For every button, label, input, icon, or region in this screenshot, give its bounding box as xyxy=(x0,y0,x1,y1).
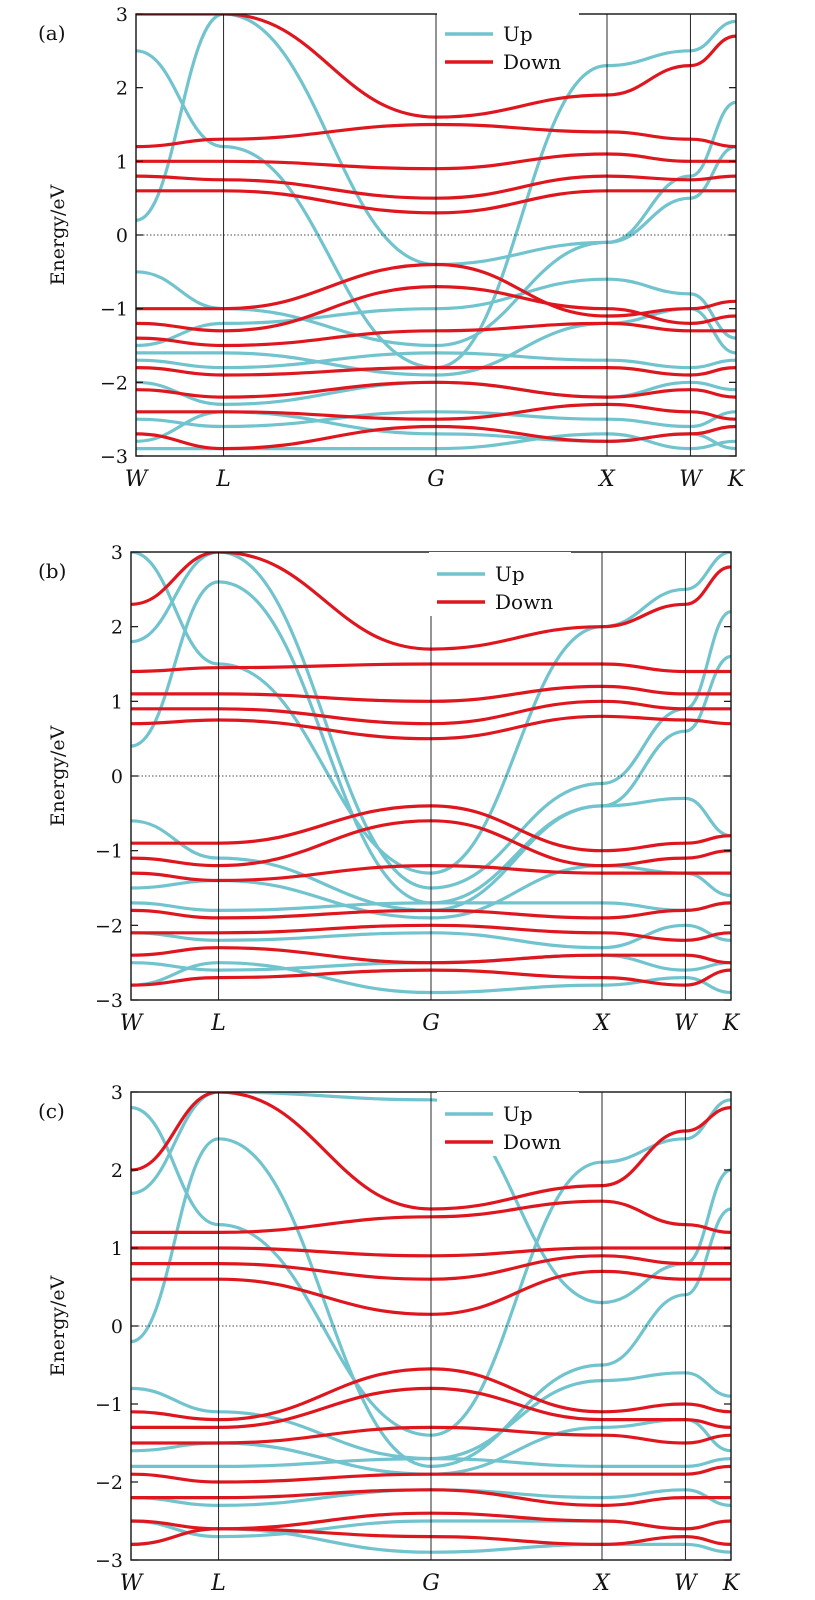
y-tick-label: 2 xyxy=(111,617,123,639)
y-tick-label: 1 xyxy=(111,1238,123,1260)
kpoint-label-K: K xyxy=(722,1571,741,1596)
y-tick-label: 3 xyxy=(111,542,123,564)
legend-background xyxy=(429,552,571,616)
band-up-7 xyxy=(131,961,731,995)
kpoint-label-X: X xyxy=(597,467,616,492)
legend: Up Down xyxy=(437,1092,579,1156)
panel-label: (b) xyxy=(38,559,66,583)
legend-background xyxy=(437,1092,579,1156)
kpoint-label-G: G xyxy=(422,1011,440,1036)
legend-background xyxy=(437,12,579,76)
kpoint-label-G: G xyxy=(422,1571,440,1596)
y-tick-label: 2 xyxy=(111,1160,123,1182)
kpoint-label-K: K xyxy=(727,467,746,492)
kpoint-label-L: L xyxy=(215,467,231,492)
y-tick-label: −2 xyxy=(95,915,123,937)
y-tick-label: 3 xyxy=(111,1082,123,1104)
y-tick-label: −3 xyxy=(100,446,128,468)
kpoint-label-L: L xyxy=(210,1571,226,1596)
y-tick-label: 0 xyxy=(111,766,123,788)
kpoint-label-W: W xyxy=(679,467,704,492)
band-down-4 xyxy=(131,552,731,651)
y-tick-label: −1 xyxy=(95,1394,123,1416)
legend-label-up: Up xyxy=(503,22,533,46)
y-axis-title: Energy/eV xyxy=(47,725,69,826)
y-tick-label: 0 xyxy=(116,225,128,247)
kpoint-label-G: G xyxy=(427,467,445,492)
legend-label-down: Down xyxy=(503,50,561,74)
legend-label-down: Down xyxy=(495,590,553,614)
kpoint-label-X: X xyxy=(592,1571,611,1596)
y-tick-label: −2 xyxy=(100,372,128,394)
y-tick-label: −2 xyxy=(95,1472,123,1494)
legend-label-up: Up xyxy=(495,562,525,586)
band-up-9 xyxy=(136,19,736,370)
kpoint-label-W: W xyxy=(674,1571,699,1596)
kpoint-label-W: W xyxy=(125,467,150,492)
kpoint-label-X: X xyxy=(592,1011,611,1036)
y-axis-title: Energy/eV xyxy=(47,1275,69,1376)
y-tick-label: 1 xyxy=(111,691,123,713)
y-tick-label: 3 xyxy=(116,4,128,26)
y-tick-label: −1 xyxy=(100,299,128,321)
kpoint-label-W: W xyxy=(120,1011,145,1036)
y-tick-label: 2 xyxy=(116,78,128,100)
band-up-0 xyxy=(131,1137,731,1468)
kpoint-label-W: W xyxy=(674,1011,699,1036)
y-tick-label: 1 xyxy=(116,151,128,173)
y-axis-title: Energy/eV xyxy=(47,184,69,285)
panel-label: (c) xyxy=(38,1099,65,1123)
y-tick-label: −1 xyxy=(95,841,123,863)
kpoint-label-K: K xyxy=(722,1011,741,1036)
y-tick-label: 0 xyxy=(111,1316,123,1338)
legend-label-up: Up xyxy=(503,1102,533,1126)
kpoint-label-W: W xyxy=(120,1571,145,1596)
y-tick-label: −3 xyxy=(95,990,123,1012)
band-up-8 xyxy=(131,552,731,875)
band-down-4 xyxy=(131,1092,731,1211)
panel-label: (a) xyxy=(38,21,66,45)
legend-label-down: Down xyxy=(503,1130,561,1154)
legend: Up Down xyxy=(429,552,571,616)
legend: Up Down xyxy=(437,12,579,76)
kpoint-label-L: L xyxy=(210,1011,226,1036)
y-tick-label: −3 xyxy=(95,1550,123,1572)
